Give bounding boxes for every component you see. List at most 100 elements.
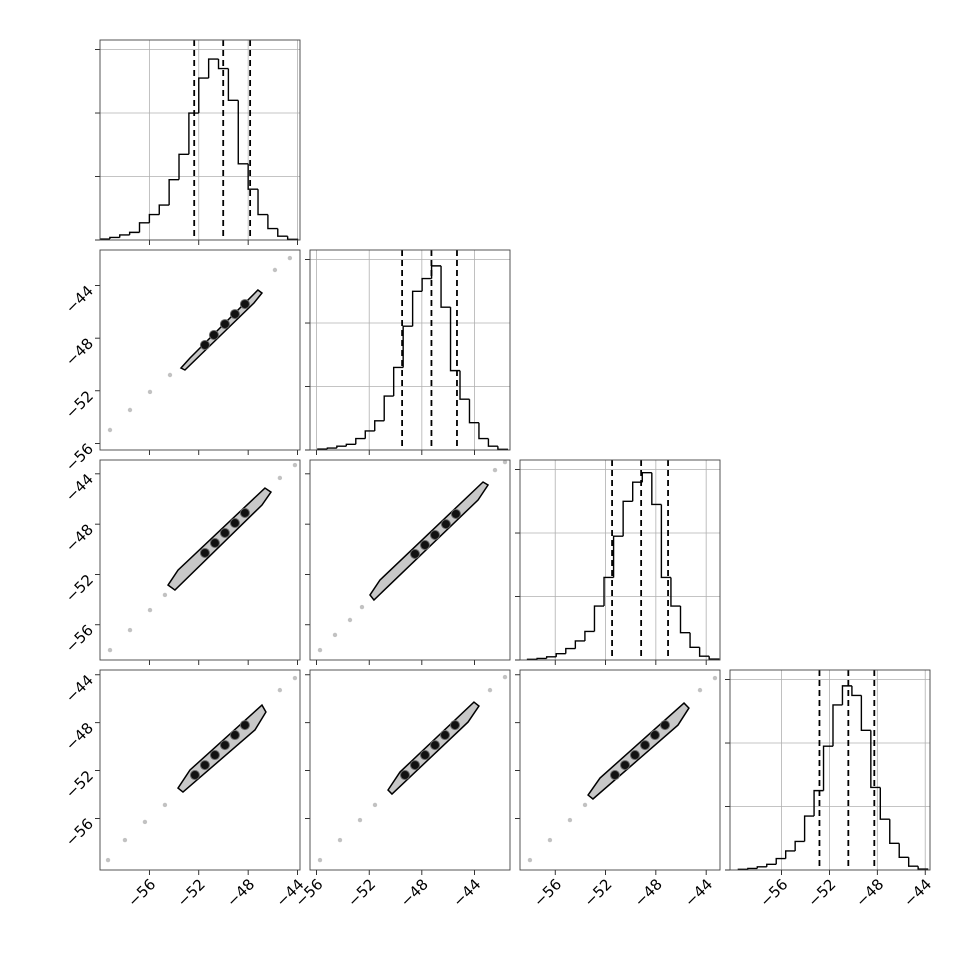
panel-frame [309, 249, 511, 451]
sample-point [712, 675, 718, 681]
histogram-step [468, 399, 479, 424]
sample-point [107, 647, 113, 653]
y-tick-label: −48 [62, 719, 97, 754]
x-tick-label: −56 [756, 875, 791, 910]
sample-point [582, 802, 588, 808]
histogram-step [487, 438, 498, 447]
histogram-step [870, 730, 881, 789]
x-tick-label: −44 [900, 875, 935, 910]
core-point [229, 730, 240, 741]
panel-frame [99, 669, 301, 871]
histogram-step [545, 656, 557, 659]
panel-plot [100, 40, 300, 240]
histogram-step [392, 366, 404, 397]
histogram-step [326, 447, 337, 450]
panel: −56 −52 −48 −44 [515, 669, 721, 910]
histogram-step [247, 163, 259, 190]
histogram-step [603, 576, 614, 607]
histogram-step [889, 819, 900, 845]
histogram-step [374, 420, 385, 431]
y-tick-label: −56 [62, 621, 97, 656]
histogram-step [775, 857, 786, 865]
sample-point [502, 460, 508, 465]
histogram-step [207, 58, 219, 79]
core-point [229, 309, 240, 320]
core-point [199, 547, 210, 558]
histogram-step [421, 277, 432, 292]
core-point [400, 770, 410, 781]
panel: −56 −52 −48 −44 [725, 669, 935, 910]
core-point [410, 548, 420, 559]
histogram-step [237, 100, 249, 165]
histogram-step [689, 632, 700, 649]
sample-point [359, 604, 365, 610]
histogram-step [841, 685, 852, 705]
contour [587, 702, 690, 800]
histogram-step [109, 236, 120, 240]
core-point [440, 519, 451, 530]
histogram-step [860, 695, 871, 732]
x-tick-label: −44 [449, 875, 484, 910]
sample-point [162, 592, 168, 598]
histogram-step [148, 213, 160, 223]
histogram-step [188, 112, 199, 155]
histogram-step [794, 840, 805, 851]
panel-plot [730, 670, 930, 870]
x-tick-label: −48 [223, 875, 258, 910]
panel-frame [309, 669, 511, 871]
histogram-step [449, 307, 460, 372]
histogram-step [832, 704, 843, 747]
x-tick-label: −48 [631, 875, 666, 910]
histogram-step [612, 535, 624, 578]
core-point [219, 319, 230, 330]
y-tick-label: −48 [62, 520, 97, 555]
histogram-step [100, 238, 110, 240]
y-tick-label: −56 [62, 440, 97, 475]
histogram-step [766, 863, 777, 867]
histogram-step [430, 265, 442, 279]
histogram-step [138, 222, 150, 233]
histogram-step [277, 228, 288, 237]
core-point [219, 527, 230, 538]
histogram-step [641, 471, 652, 483]
histogram-step [198, 77, 209, 114]
x-tick-label: −56 [530, 875, 565, 910]
sample-point [162, 802, 168, 808]
panel-frame [519, 669, 721, 871]
x-tick-label: −56 [124, 875, 159, 910]
sample-point [147, 389, 153, 395]
core-point [609, 770, 620, 781]
panel [305, 459, 511, 665]
histogram-step [168, 178, 180, 206]
panel-frame [309, 459, 511, 661]
core-point [209, 750, 220, 761]
core-point [450, 720, 460, 731]
sample-point [287, 255, 293, 261]
histogram-step [345, 443, 356, 447]
histogram-step [632, 481, 643, 502]
histogram-step [227, 68, 239, 102]
histogram-step [497, 446, 509, 450]
panel-frame [729, 669, 931, 871]
y-tick-label: −52 [62, 387, 97, 422]
x-tick-label: −48 [852, 875, 887, 910]
panel-plot [527, 675, 718, 863]
sample-point [347, 617, 353, 623]
sample-point [277, 475, 283, 481]
sample-point [167, 372, 173, 378]
panel [305, 249, 511, 455]
x-tick-label: −52 [174, 875, 209, 910]
sample-point [317, 857, 323, 863]
histogram-step [364, 430, 375, 439]
histogram-step [257, 189, 268, 216]
panel-plot [520, 460, 720, 660]
histogram-step [574, 640, 585, 649]
y-tick-label: −44 [62, 282, 97, 317]
panel [95, 39, 301, 245]
sample-point [492, 467, 498, 473]
sample-point [277, 687, 283, 693]
core-point [239, 507, 250, 518]
y-tick-label: −44 [62, 470, 97, 505]
core-point [229, 518, 240, 529]
contour [369, 481, 490, 602]
